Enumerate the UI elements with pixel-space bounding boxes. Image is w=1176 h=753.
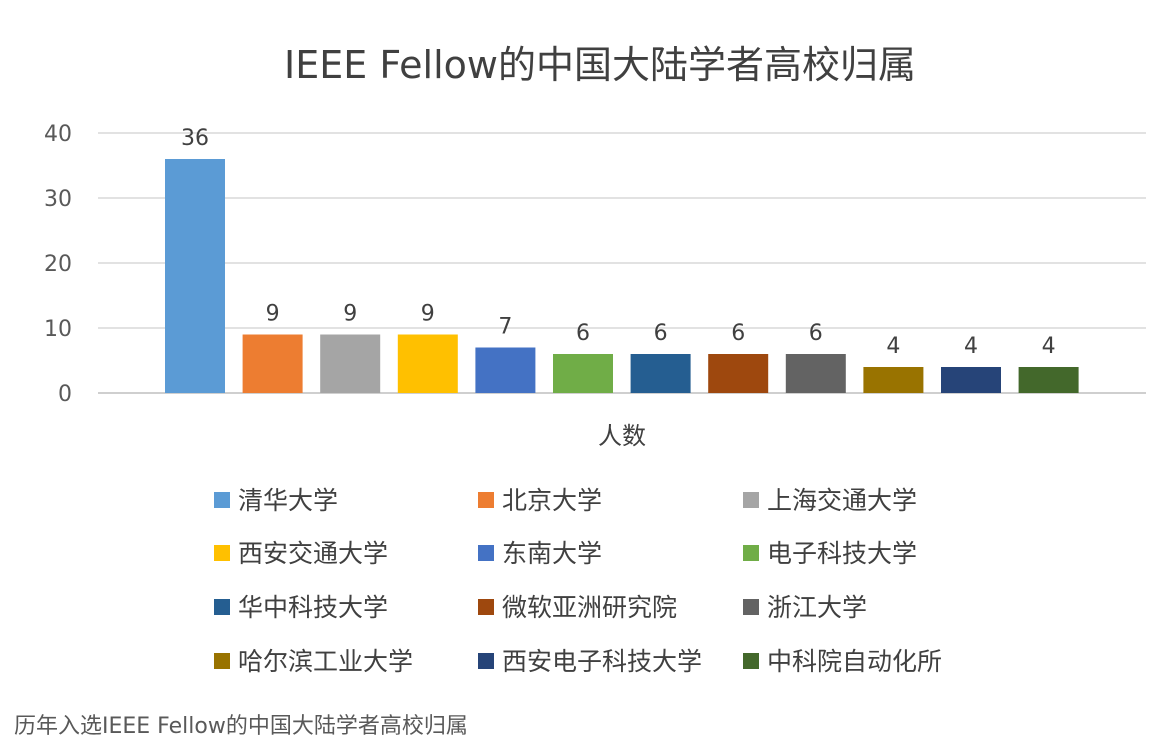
legend-swatch [743,492,759,508]
bar [320,334,381,393]
bar [708,354,769,393]
legend-swatch [743,545,759,561]
data-label: 6 [576,321,590,346]
legend-label: 电子科技大学 [767,539,917,568]
legend-item: 电子科技大学 [743,539,917,568]
bar [397,334,458,393]
legend-label: 微软亚洲研究院 [502,593,677,622]
legend-item: 上海交通大学 [743,486,917,515]
y-tick-label: 40 [44,122,72,147]
legend-item: 东南大学 [478,539,602,568]
bar [863,367,924,393]
data-label: 6 [654,321,668,346]
legend-swatch [478,492,494,508]
figure-caption: 历年入选IEEE Fellow的中国大陆学者高校归属 [14,714,468,739]
data-label: 36 [181,126,209,151]
data-label: 4 [886,334,900,359]
legend-swatch [214,545,230,561]
legend-label: 东南大学 [502,539,602,568]
bar [475,347,536,393]
legend-swatch [214,653,230,669]
legend-label: 中科院自动化所 [767,647,942,676]
bar [165,159,225,393]
bar [1018,367,1079,393]
data-label: 9 [421,302,435,327]
y-tick-label: 0 [58,382,72,407]
legend-label: 浙江大学 [767,593,867,622]
legend-item: 清华大学 [214,486,338,515]
x-axis-label: 人数 [598,422,646,450]
y-tick-label: 30 [44,187,72,212]
legend-item: 西安交通大学 [214,539,388,568]
legend-swatch [743,599,759,615]
y-tick-label: 10 [44,317,72,342]
legend-swatch [478,599,494,615]
legend-label: 西安电子科技大学 [502,647,702,676]
bar [785,354,846,393]
data-label: 4 [1042,334,1056,359]
data-label: 4 [964,334,978,359]
legend-item: 华中科技大学 [214,593,388,622]
legend-item: 北京大学 [478,486,602,515]
data-label: 9 [266,302,280,327]
data-label: 7 [498,315,512,340]
legend-swatch [478,545,494,561]
data-label: 6 [731,321,745,346]
bar [553,354,613,393]
legend-label: 北京大学 [502,486,602,515]
legend-swatch [214,492,230,508]
legend-label: 华中科技大学 [238,593,388,622]
legend-item: 中科院自动化所 [743,647,942,676]
legend-swatch [743,653,759,669]
legend-label: 清华大学 [238,486,338,515]
legend-item: 哈尔滨工业大学 [214,647,413,676]
legend-item: 西安电子科技大学 [478,647,702,676]
legend-item: 微软亚洲研究院 [478,593,677,622]
data-label: 9 [343,302,357,327]
bar [242,334,303,393]
y-tick-label: 20 [44,252,72,277]
legend-swatch [214,599,230,615]
legend-swatch [478,653,494,669]
legend-label: 哈尔滨工业大学 [238,647,413,676]
data-label: 6 [809,321,823,346]
chart-title: IEEE Fellow的中国大陆学者高校归属 [284,43,916,87]
legend-item: 浙江大学 [743,593,867,622]
bar [630,354,691,393]
bar [941,367,1001,393]
legend-label: 西安交通大学 [238,539,388,568]
bar-chart: IEEE Fellow的中国大陆学者高校归属 0 10 20 30 40 36 9 9 9 7 6… [44,43,1146,676]
legend-label: 上海交通大学 [767,486,917,515]
